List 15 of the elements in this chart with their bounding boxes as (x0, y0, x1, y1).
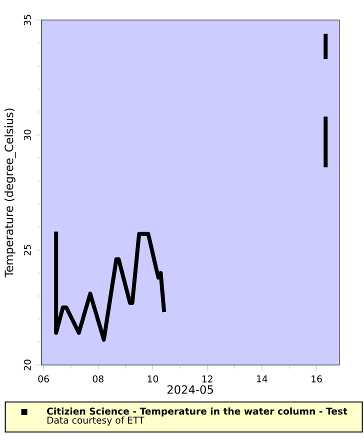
y-axis-title: Temperature (degree_Celsius) (4, 108, 16, 278)
x-tick-label: 10 (148, 375, 158, 382)
y-tick-label: 20 (24, 360, 31, 370)
y-tick-label: 25 (24, 244, 31, 256)
x-tick-label: 16 (311, 375, 322, 382)
y-tick-label: 35 (24, 14, 31, 26)
x-tick-label: 14 (256, 375, 268, 382)
x-axis-title: 2024-05 (167, 385, 213, 394)
y-tick-label: 30 (24, 130, 31, 140)
x-tick-label: 08 (92, 375, 104, 382)
text: Data courtesy of ETT (47, 416, 144, 426)
x-tick-label: 06 (38, 375, 49, 382)
line-series (54, 230, 166, 342)
legend-label: Citizien Science - Temperature in the water column - Test (46, 407, 348, 417)
x-tick-label: 12 (202, 375, 212, 382)
